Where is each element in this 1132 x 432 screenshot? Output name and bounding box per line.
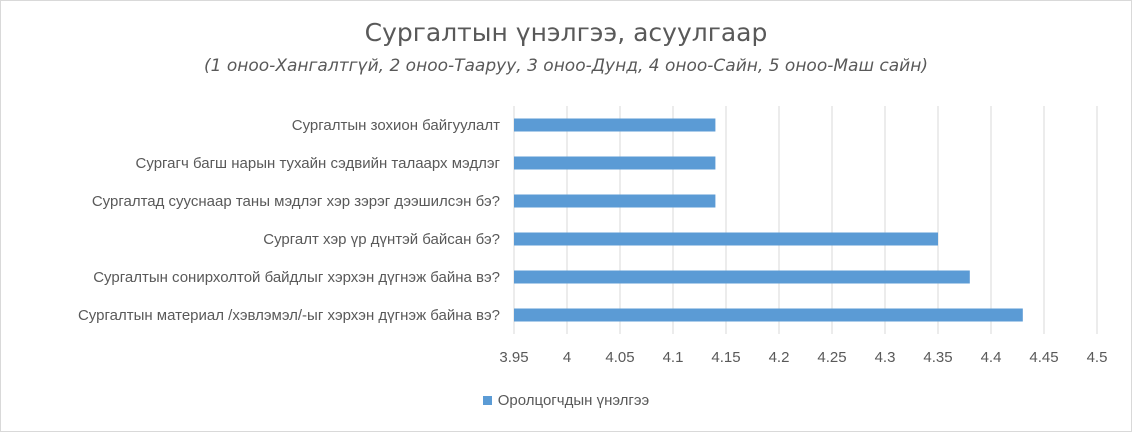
legend: Оролцогчдын үнэлгээ	[0, 392, 1132, 409]
bar	[514, 194, 716, 208]
bar	[514, 156, 716, 170]
category-label: Сургалтад сууснаар таны мэдлэг хэр зэрэг…	[92, 193, 500, 210]
category-label: Сургалтын зохион байгуулалт	[292, 117, 500, 134]
legend-label: Оролцогчдын үнэлгээ	[497, 392, 650, 409]
chart-title: Сургалтын үнэлгээ, асуулгаар	[364, 18, 768, 47]
category-label: Сургалт хэр үр дүнтэй байсан бэ?	[263, 231, 500, 248]
x-tick-label: 4.25	[817, 349, 846, 366]
x-tick-label: 4.45	[1029, 349, 1058, 366]
category-label: Сургалтын сонирхолтой байдлыг хэрхэн дүг…	[93, 269, 500, 286]
legend-swatch	[482, 395, 492, 405]
chart-subtitle: (1 оноо-Хангалтгүй, 2 оноо-Тааруу, 3 оно…	[204, 56, 928, 76]
x-tick-label: 4.4	[981, 349, 1002, 366]
x-tick-label: 4.2	[769, 349, 790, 366]
x-tick-label: 3.95	[499, 349, 528, 366]
x-tick-label: 4	[563, 349, 571, 366]
x-tick-label: 4.1	[663, 349, 684, 366]
bar	[514, 270, 970, 284]
x-tick-label: 4.05	[605, 349, 634, 366]
bar	[514, 308, 1023, 322]
category-label: Сургалтын материал /хэвлэмэл/-ыг хэрхэн …	[78, 307, 500, 324]
category-label: Сургагч багш нарын тухайн сэдвийн талаар…	[136, 155, 501, 172]
x-tick-label: 4.5	[1087, 349, 1108, 366]
bar	[514, 232, 938, 246]
x-tick-label: 4.3	[875, 349, 896, 366]
bar	[514, 118, 716, 132]
x-tick-label: 4.15	[711, 349, 740, 366]
x-tick-label: 4.35	[923, 349, 952, 366]
